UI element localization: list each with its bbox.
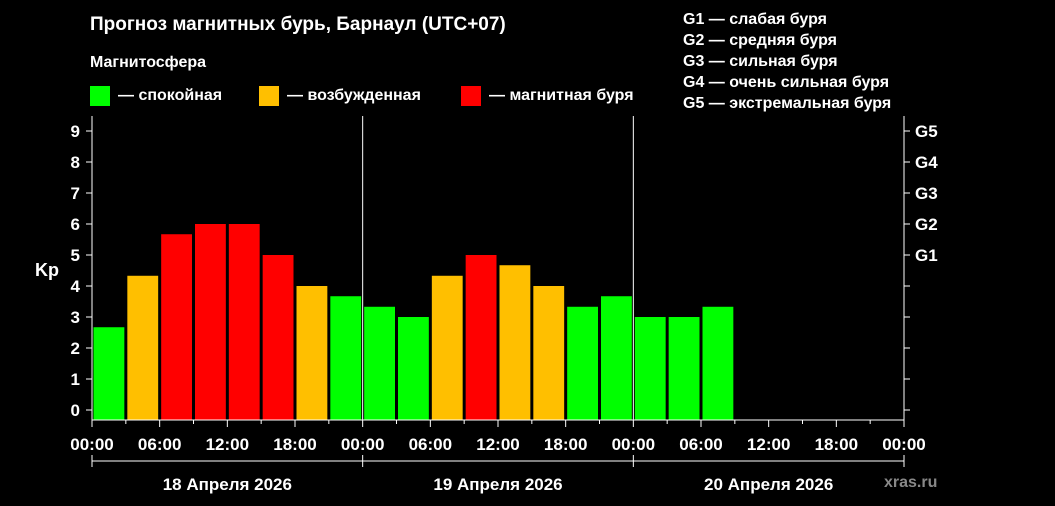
kp-bar-0 xyxy=(93,327,125,420)
kp-bar-4 xyxy=(228,224,260,420)
kp-bar-18 xyxy=(702,306,734,420)
kp-bar-11 xyxy=(465,255,497,420)
day-label-0: 18 Апреля 2026 xyxy=(163,475,292,494)
chart-title: Прогноз магнитных бурь, Барнаул (UTC+07) xyxy=(90,14,506,35)
g-tick-label-2: G3 xyxy=(915,184,938,203)
y-tick-label-4: 4 xyxy=(71,277,81,296)
kp-bar-10 xyxy=(431,275,463,420)
g-tick-label-3: G4 xyxy=(915,153,938,172)
y-tick-label-7: 7 xyxy=(71,184,80,203)
x-tick-label-4: 00:00 xyxy=(341,435,384,454)
x-tick-label-9: 06:00 xyxy=(679,435,722,454)
y-tick-label-8: 8 xyxy=(71,153,80,172)
x-tick-label-1: 06:00 xyxy=(138,435,181,454)
kp-bar-3 xyxy=(195,224,226,420)
g-tick-label-1: G2 xyxy=(915,215,938,234)
kp-bar-17 xyxy=(668,317,700,420)
x-tick-label-11: 18:00 xyxy=(815,435,858,454)
x-tick-label-8: 00:00 xyxy=(612,435,655,454)
legend-label-calm: — спокойная xyxy=(118,87,223,104)
x-tick-label-6: 12:00 xyxy=(476,435,519,454)
legend-item-storm: — магнитная буря xyxy=(461,86,634,106)
g-scale-item-g5: G5 — экстремальная буря xyxy=(683,95,892,112)
y-tick-label-2: 2 xyxy=(71,339,80,358)
day-label-2: 20 Апреля 2026 xyxy=(704,475,833,494)
x-tick-label-2: 12:00 xyxy=(206,435,249,454)
kp-bar-2 xyxy=(161,234,192,420)
y-tick-label-6: 6 xyxy=(71,215,80,234)
legend-swatch-calm xyxy=(90,86,110,106)
legend-label-storm: — магнитная буря xyxy=(489,87,634,104)
kp-bar-7 xyxy=(330,296,362,420)
y-tick-label-0: 0 xyxy=(71,401,80,420)
legend-swatch-excited xyxy=(259,86,279,106)
day-label-1: 19 Апреля 2026 xyxy=(433,475,562,494)
legend-swatch-storm xyxy=(461,86,481,106)
g-tick-label-0: G1 xyxy=(915,246,938,265)
kp-bar-13 xyxy=(533,286,565,420)
legend-title: Магнитосфера xyxy=(90,54,207,71)
y-tick-label-3: 3 xyxy=(71,308,80,327)
x-tick-label-0: 00:00 xyxy=(70,435,113,454)
kp-bar-15 xyxy=(601,296,632,420)
y-tick-label-5: 5 xyxy=(71,246,80,265)
watermark: xras.ru xyxy=(884,474,938,491)
legend-item-calm: — спокойная xyxy=(90,86,222,106)
legend-label-excited: — возбужденная xyxy=(287,87,421,104)
kp-bar-1 xyxy=(127,275,159,420)
x-tick-label-10: 12:00 xyxy=(747,435,790,454)
kp-bar-16 xyxy=(634,317,666,420)
x-tick-label-12: 00:00 xyxy=(882,435,925,454)
y-axis-label: Kp xyxy=(35,260,59,280)
g-scale-item-g1: G1 — слабая буря xyxy=(683,11,828,28)
x-tick-label-7: 18:00 xyxy=(544,435,587,454)
kp-bar-12 xyxy=(499,265,531,420)
x-tick-label-3: 18:00 xyxy=(273,435,316,454)
x-tick-label-5: 06:00 xyxy=(409,435,452,454)
g-scale-item-g2: G2 — средняя буря xyxy=(683,32,837,49)
g-scale-item-g4: G4 — очень сильная буря xyxy=(683,74,890,91)
legend-item-excited: — возбужденная xyxy=(259,86,421,106)
g-scale-item-g3: G3 — сильная буря xyxy=(683,53,838,70)
kp-bar-14 xyxy=(567,306,598,420)
y-tick-label-1: 1 xyxy=(71,370,80,389)
kp-bar-6 xyxy=(296,286,328,420)
g-tick-label-4: G5 xyxy=(915,122,938,141)
y-tick-label-9: 9 xyxy=(71,122,80,141)
g-scale-legend: G1 — слабая буря G2 — средняя буря G3 — … xyxy=(683,9,891,114)
kp-bar-8 xyxy=(364,306,395,420)
kp-bar-5 xyxy=(262,255,294,420)
kp-bar-9 xyxy=(398,317,429,420)
